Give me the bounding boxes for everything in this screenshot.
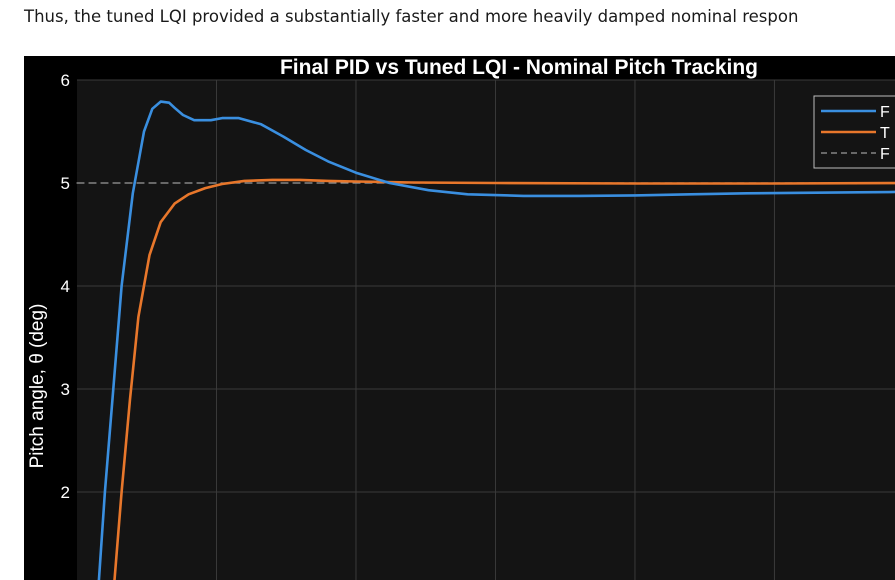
series-line-1 [97, 100, 895, 580]
series-lines [76, 100, 895, 580]
chart-figure: 2 3 4 5 6 Final PID vs Tuned LQI - Nominal P… [24, 56, 895, 580]
pitch-tracking-chart: 2 3 4 5 6 Final PID vs Tuned LQI - Nominal P… [27, 56, 895, 580]
chart-title: Final PID vs Tuned LQI - Nominal Pitch T… [280, 56, 758, 79]
y-tick-label: 2 [61, 483, 70, 502]
legend-label: T [880, 125, 890, 142]
y-tick-label: 6 [61, 71, 70, 90]
series-line-2 [113, 178, 895, 580]
y-tick-label: 5 [61, 174, 70, 193]
document-paragraph: Thus, the tuned LQI provided a substanti… [24, 7, 799, 26]
y-tick-label: 4 [61, 277, 70, 296]
legend-label: F [880, 146, 890, 163]
chart-legend: FTF [813, 95, 895, 169]
y-axis-label: Pitch angle, θ (deg) [27, 304, 48, 469]
y-tick-labels: 2 3 4 5 6 [61, 71, 70, 502]
x-grid [215, 80, 775, 580]
plot-area [77, 80, 895, 580]
legend-label: F [880, 104, 890, 121]
y-grid [77, 79, 895, 493]
y-tick-label: 3 [61, 380, 70, 399]
